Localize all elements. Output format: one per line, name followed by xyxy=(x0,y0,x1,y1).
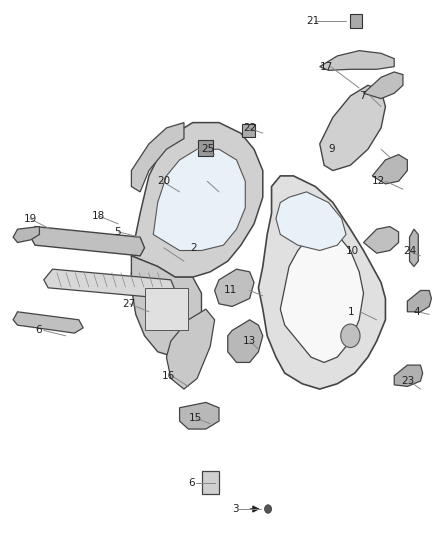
Text: 7: 7 xyxy=(359,91,366,101)
Polygon shape xyxy=(31,227,145,256)
Text: 18: 18 xyxy=(92,211,105,221)
Text: 24: 24 xyxy=(403,246,416,255)
FancyBboxPatch shape xyxy=(242,124,255,137)
Text: 1: 1 xyxy=(348,307,355,317)
Text: 9: 9 xyxy=(328,144,335,154)
Polygon shape xyxy=(131,256,201,357)
Text: 5: 5 xyxy=(114,227,120,237)
Polygon shape xyxy=(276,192,346,251)
Circle shape xyxy=(265,505,272,513)
Polygon shape xyxy=(394,365,423,386)
Polygon shape xyxy=(131,123,184,192)
Text: 25: 25 xyxy=(201,144,215,154)
Polygon shape xyxy=(280,229,364,362)
Polygon shape xyxy=(215,269,254,306)
Polygon shape xyxy=(410,229,418,266)
Polygon shape xyxy=(228,320,263,362)
Polygon shape xyxy=(364,227,399,253)
Circle shape xyxy=(341,324,360,348)
Text: 4: 4 xyxy=(414,307,420,317)
Text: 15: 15 xyxy=(188,414,201,423)
Text: 22: 22 xyxy=(243,123,256,133)
Polygon shape xyxy=(180,402,219,429)
Text: 27: 27 xyxy=(123,299,136,309)
Polygon shape xyxy=(258,176,385,389)
Text: 11: 11 xyxy=(223,286,237,295)
FancyBboxPatch shape xyxy=(350,14,362,28)
Text: 16: 16 xyxy=(162,371,175,381)
Text: 21: 21 xyxy=(307,17,320,26)
Text: 3: 3 xyxy=(232,504,239,514)
Polygon shape xyxy=(320,85,385,171)
Text: 23: 23 xyxy=(401,376,414,386)
Polygon shape xyxy=(13,312,83,333)
Text: 19: 19 xyxy=(24,214,37,223)
Text: 13: 13 xyxy=(243,336,256,346)
Polygon shape xyxy=(153,149,245,251)
Text: 10: 10 xyxy=(346,246,359,255)
Polygon shape xyxy=(44,269,175,298)
FancyBboxPatch shape xyxy=(145,288,188,330)
Text: 6: 6 xyxy=(35,326,42,335)
Polygon shape xyxy=(320,51,394,70)
Polygon shape xyxy=(131,123,263,277)
Polygon shape xyxy=(407,290,431,312)
Text: 17: 17 xyxy=(320,62,333,71)
Polygon shape xyxy=(372,155,407,184)
FancyBboxPatch shape xyxy=(202,471,219,494)
FancyBboxPatch shape xyxy=(198,140,213,156)
Text: 20: 20 xyxy=(158,176,171,186)
Polygon shape xyxy=(364,72,403,99)
Text: 2: 2 xyxy=(191,243,197,253)
Polygon shape xyxy=(13,227,39,243)
Polygon shape xyxy=(166,309,215,389)
Text: 12: 12 xyxy=(372,176,385,186)
Text: 6: 6 xyxy=(188,479,195,488)
